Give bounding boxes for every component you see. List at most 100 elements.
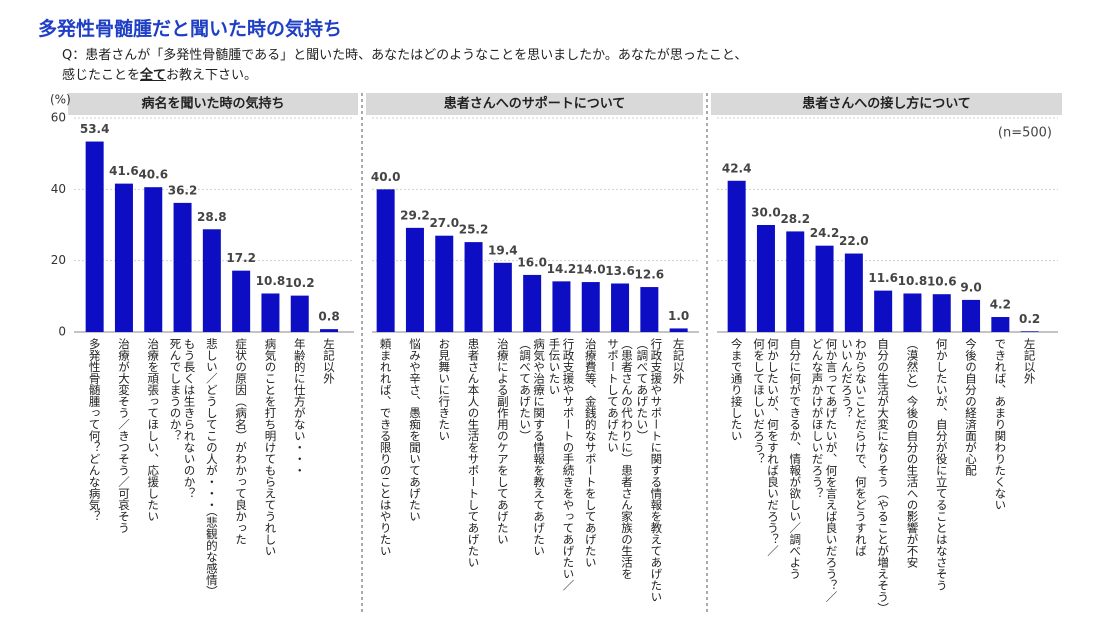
x-tick-label-line: できれば、あまり関わりたくない xyxy=(993,338,1008,511)
value-label: 22.0 xyxy=(839,234,869,248)
x-tick-label-line: 何かしたいが、自分が役に立てることはなさそう xyxy=(934,338,949,591)
y-tick-label: 0 xyxy=(58,325,66,339)
question-emphasis: 全て xyxy=(140,68,167,83)
value-label: 19.4 xyxy=(488,243,518,257)
value-label: 10.6 xyxy=(927,275,957,289)
value-label: 14.0 xyxy=(576,263,606,277)
value-label: 42.4 xyxy=(722,161,752,175)
x-tick-label: 治療が大変そう／きつそう／可哀そう xyxy=(117,338,131,534)
note: (n=500) xyxy=(998,126,1052,141)
value-label: 28.8 xyxy=(197,210,227,224)
bar xyxy=(202,229,221,332)
x-tick-label-line: 症状の原因（病名）がわかって良かった xyxy=(234,338,249,545)
x-tick-label: 何か言ってあげたいが、何を言えば良いだろう？／ どんな声かけがほしいだろう？ xyxy=(811,338,839,603)
page-title: 多発性骨髄腫だと聞いた時の気持ち xyxy=(38,18,343,40)
bar xyxy=(786,231,805,332)
x-tick-label-line: 今まで通り接したい xyxy=(729,338,744,442)
value-label: 28.2 xyxy=(780,212,810,226)
value-label: 24.2 xyxy=(810,226,840,240)
bar xyxy=(405,227,424,332)
value-label: 27.0 xyxy=(429,216,459,230)
value-label: 9.0 xyxy=(960,280,981,294)
x-tick-label: お見舞いに行きたい xyxy=(437,338,451,442)
bar xyxy=(932,294,951,332)
value-label: 41.6 xyxy=(109,164,139,178)
bar xyxy=(464,242,483,332)
bar xyxy=(320,329,339,332)
x-tick-label-line: 左記以外 xyxy=(671,338,686,384)
x-tick-label-line: 治療による副作用のケアをしてあげたい xyxy=(495,338,510,545)
x-tick-label-line: 何かしたいが、何をすれば良いだろう？／ xyxy=(765,338,780,557)
value-label: 12.6 xyxy=(635,268,665,282)
x-tick-label: 左記以外 xyxy=(672,338,686,384)
x-tick-label-line: 手伝いたい xyxy=(547,338,562,396)
x-tick-label: 治療費等、金銭的なサポートをしてあげたい xyxy=(584,338,598,568)
value-label: 11.6 xyxy=(868,271,898,285)
bar xyxy=(991,317,1010,332)
question-part: 感じたことを xyxy=(62,68,141,83)
panel-header xyxy=(366,93,703,115)
x-tick-label: 年齢的に仕方がない・・・ xyxy=(293,338,307,476)
bar xyxy=(435,235,454,332)
x-tick-label-line: 自分の生活が大変になりそう（やることが増えそう） xyxy=(876,338,891,614)
value-label: 4.2 xyxy=(990,298,1011,312)
x-tick-label-line: 何をしてほしいだろう？ xyxy=(751,338,766,465)
x-tick-label: 頼まれれば、できる限りのことはやりたい xyxy=(379,338,393,557)
bar xyxy=(376,189,395,332)
x-tick-label-line: 頼まれれば、できる限りのことはやりたい xyxy=(378,338,393,557)
x-tick-label: 左記以外 xyxy=(1023,338,1037,384)
x-tick-label: 何かしたいが、何をすれば良いだろう？／ 何をしてほしいだろう？ xyxy=(752,338,780,557)
value-label: 14.2 xyxy=(547,262,577,276)
bar xyxy=(493,262,512,332)
bar xyxy=(114,183,133,332)
x-tick-label: （患者さんの代わりに）患者さん家族の生活を サポートしてあげたい xyxy=(606,338,634,580)
x-tick-label: 行政支援やサポートの手続きをやってあげたい／ 手伝いたい xyxy=(547,338,575,591)
bar xyxy=(962,299,981,332)
x-tick-label-line: 左記以外 xyxy=(322,338,337,384)
x-tick-label-line: 死んでしまうのか？ xyxy=(168,338,183,442)
value-label: 10.8 xyxy=(256,274,286,288)
x-tick-label-line: 多発性骨髄腫って何？どんな病気？ xyxy=(87,338,102,522)
value-label: 13.6 xyxy=(605,264,635,278)
panel-title: 患者さんへのサポートについて xyxy=(444,96,626,112)
x-tick-label-line: 行政支援やサポートの手続きをやってあげたい／ xyxy=(561,338,576,591)
bar xyxy=(815,245,834,332)
x-tick-label-line: 治療費等、金銭的なサポートをしてあげたい xyxy=(583,338,598,568)
panel-header xyxy=(711,93,1062,115)
bar xyxy=(903,293,922,332)
x-tick-label: わからないことだらけで、何をどうすれば いいんだろう？ xyxy=(840,338,868,557)
value-label: 16.0 xyxy=(517,255,547,269)
y-tick-label: 60 xyxy=(51,111,66,125)
y-tick-label: 40 xyxy=(51,182,66,196)
bar xyxy=(552,281,571,332)
x-tick-label: 何かしたいが、自分が役に立てることはなさそう xyxy=(935,338,949,591)
bar xyxy=(727,180,746,332)
question: 感じたことを全てお教え下さい。 xyxy=(62,64,257,83)
x-tick-label-line: （調べてあげたい） xyxy=(518,338,533,442)
bar xyxy=(874,290,893,332)
x-tick-label-line: 治療を頑張ってほしい、応援したい xyxy=(146,338,161,522)
bar xyxy=(1020,331,1039,332)
x-tick-label: 患者さん本人の生活をサポートしてあげたい xyxy=(467,338,481,568)
x-tick-label-line: （調べてあげたい） xyxy=(635,338,650,442)
x-tick-label-line: もう長くは生きられないのか？ xyxy=(182,338,197,499)
x-tick-label-line: いいんだろう？ xyxy=(839,338,854,419)
value-label: 0.8 xyxy=(318,310,339,324)
bar xyxy=(290,295,309,332)
panel-header xyxy=(68,93,358,115)
bar xyxy=(173,202,192,332)
x-tick-label-line: どんな声かけがほしいだろう？ xyxy=(810,338,825,499)
value-label: 10.8 xyxy=(898,274,928,288)
x-tick-label: （漠然と）今後の自分の生活への影響が不安 xyxy=(905,338,919,568)
value-label: 53.4 xyxy=(80,122,110,136)
x-tick-label: 行政支援やサポートに関する情報を教えてあげたい （調べてあげたい） xyxy=(635,338,663,603)
x-tick-label: 自分の生活が大変になりそう（やることが増えそう） xyxy=(876,338,890,614)
x-tick-label: 自分に何ができるか、情報が欲しい／調べよう xyxy=(788,338,802,580)
y-tick-label: 20 xyxy=(51,253,66,267)
bar xyxy=(232,270,251,332)
value-label: 17.2 xyxy=(226,251,256,265)
bar xyxy=(640,287,659,332)
value-label: 29.2 xyxy=(400,208,430,222)
x-tick-label-line: （漠然と）今後の自分の生活への影響が不安 xyxy=(905,338,920,568)
